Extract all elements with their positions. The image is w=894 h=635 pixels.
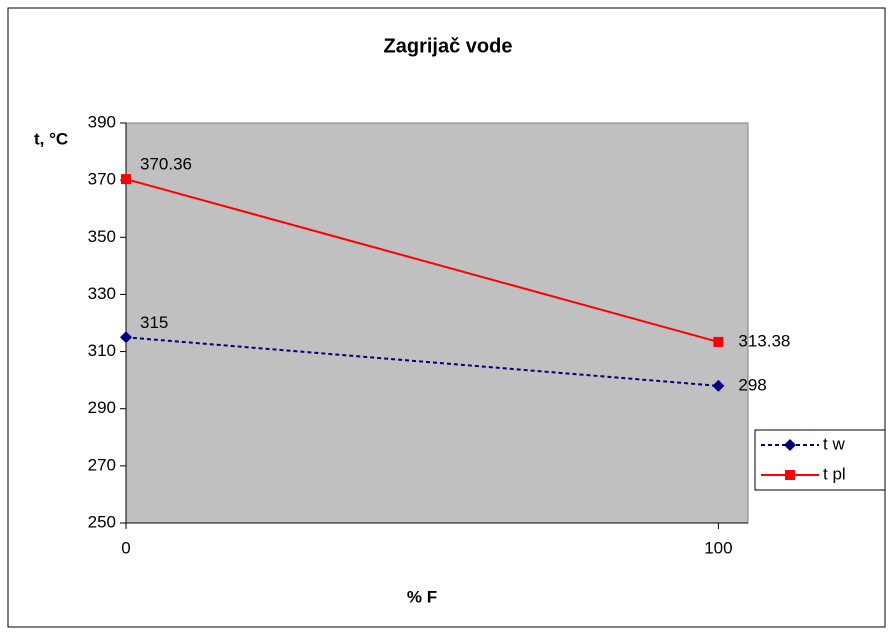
data-label: 298: [738, 375, 766, 394]
legend-marker: [784, 439, 796, 451]
point: [121, 174, 131, 185]
y-tick-label: 390: [88, 112, 116, 131]
x-tick-label: 100: [704, 538, 732, 557]
data-label: 315: [140, 313, 168, 332]
series-line: [125, 178, 719, 343]
y-tick-label: 350: [88, 227, 116, 246]
y-tick-label: 250: [88, 512, 116, 531]
legend-label: t w: [823, 434, 845, 453]
x-axis-label: % F: [407, 587, 437, 606]
y-tick-label: 290: [88, 398, 116, 417]
point: [712, 379, 725, 392]
plot-area: [125, 122, 749, 524]
x-tick-label: 0: [121, 538, 130, 557]
data-label: 313.38: [738, 331, 790, 350]
point: [713, 336, 724, 347]
legend-marker: [785, 470, 795, 480]
y-axis-label: t, °C: [34, 129, 68, 148]
series-line: [125, 336, 719, 387]
y-tick-label: 270: [88, 455, 116, 474]
data-label: 370.36: [140, 155, 192, 174]
legend-box: [754, 429, 886, 491]
y-tick-label: 310: [88, 341, 116, 360]
point: [120, 331, 132, 344]
y-tick-label: 330: [88, 284, 116, 303]
chart-title: Zagrijač vode: [384, 35, 513, 57]
y-tick-label: 370: [88, 170, 116, 189]
legend-label: t pl: [823, 464, 846, 483]
